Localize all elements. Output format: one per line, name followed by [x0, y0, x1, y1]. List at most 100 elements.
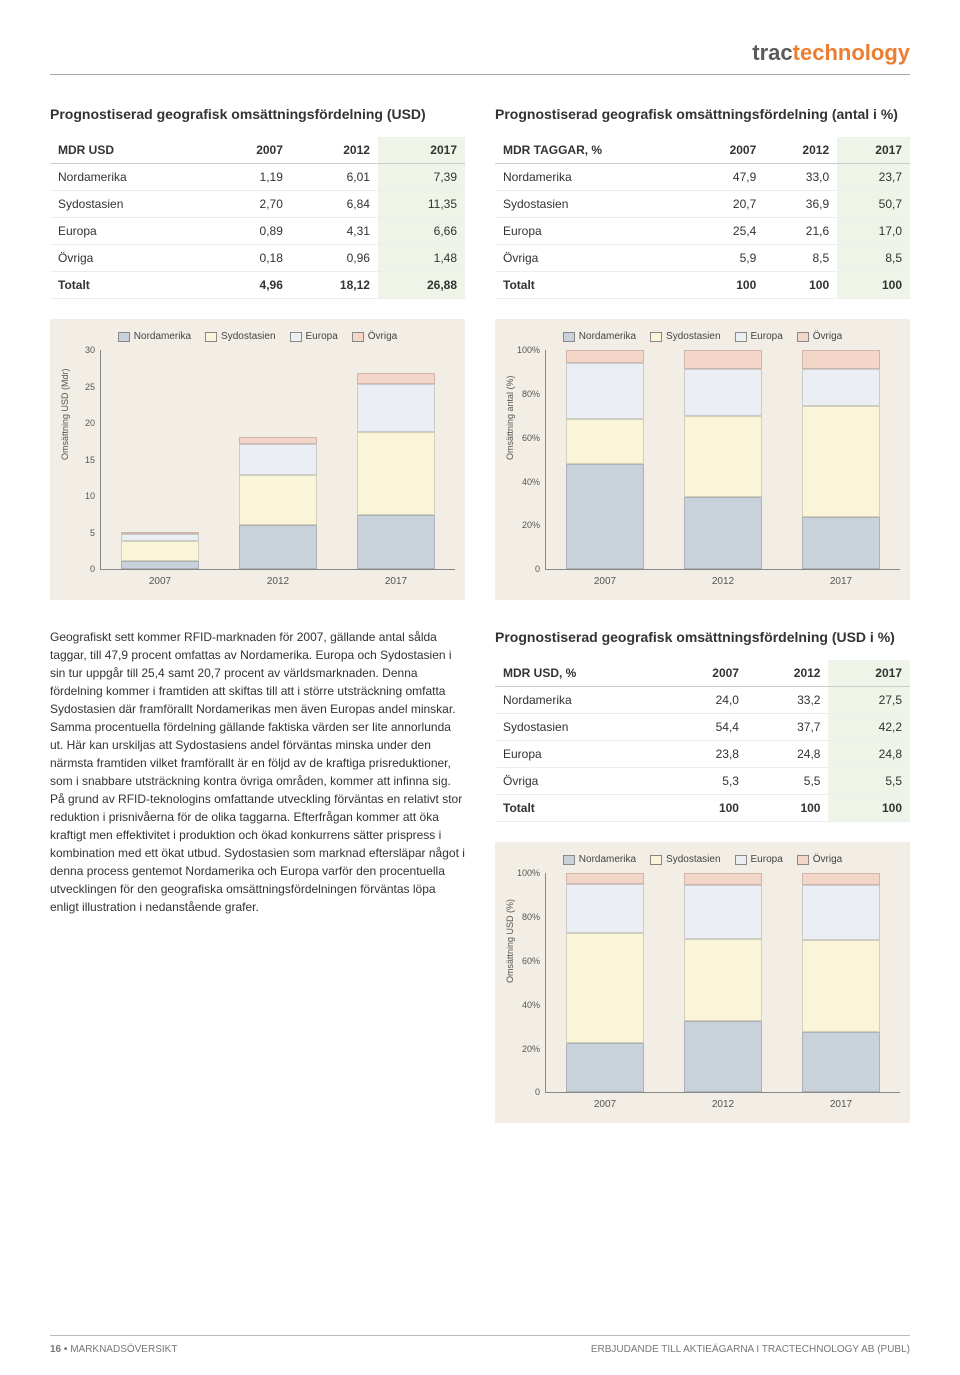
legend-label: Nordamerika — [579, 854, 636, 865]
cell: 24,8 — [828, 741, 910, 768]
table-row: Nordamerika24,033,227,5 — [495, 687, 910, 714]
cell: 0,18 — [210, 245, 291, 272]
x-tick-label: 2017 — [802, 576, 880, 587]
bar-segment — [684, 885, 762, 939]
table2: MDR TAGGAR, %200720122017Nordamerika47,9… — [495, 137, 910, 299]
cell: 24,8 — [747, 741, 828, 768]
bar-segment — [357, 373, 435, 384]
y-tick: 0 — [508, 564, 540, 574]
cell: Sydostasien — [50, 191, 210, 218]
table2-col: Prognostiserad geografisk omsättningsför… — [495, 105, 910, 299]
y-axis-label: Omsättning antal (%) — [505, 375, 515, 460]
x-tick-label: 2012 — [684, 1099, 762, 1110]
footer-right: ERBJUDANDE TILL AKTIEÄGARNA I TRACTECHNO… — [591, 1344, 910, 1355]
y-tick: 60% — [508, 433, 540, 443]
charts-row-1: NordamerikaSydostasienEuropaÖvrigaOmsätt… — [50, 299, 910, 600]
chart2-col: NordamerikaSydostasienEuropaÖvrigaOmsätt… — [495, 299, 910, 600]
legend-item: Europa — [735, 854, 783, 865]
brand-logo: tractechnology — [50, 40, 910, 66]
y-tick: 30 — [63, 345, 95, 355]
cell: 37,7 — [747, 714, 828, 741]
bar-segment — [802, 517, 880, 569]
table-row: Övriga0,180,961,48 — [50, 245, 465, 272]
table-row: Sydostasien20,736,950,7 — [495, 191, 910, 218]
bar-segment — [684, 416, 762, 497]
cell: 25,4 — [691, 218, 764, 245]
chart-area: Omsättning USD (%)020%40%60%80%100%20072… — [545, 873, 900, 1093]
legend-item: Övriga — [352, 331, 397, 342]
legend-swatch — [205, 332, 217, 342]
bar-segment — [802, 350, 880, 369]
cell: 8,5 — [764, 245, 837, 272]
cell: Nordamerika — [50, 164, 210, 191]
total-cell: Totalt — [495, 795, 666, 822]
legend-swatch — [290, 332, 302, 342]
col-header: 2012 — [747, 660, 828, 687]
bottom-row: Geografiskt sett kommer RFID-marknaden f… — [50, 600, 910, 1123]
y-tick: 20 — [63, 418, 95, 428]
cell: Nordamerika — [495, 164, 691, 191]
cell: 11,35 — [378, 191, 465, 218]
col-header: MDR USD, % — [495, 660, 666, 687]
cell: 33,0 — [764, 164, 837, 191]
cell: 47,9 — [691, 164, 764, 191]
table-row: Nordamerika1,196,017,39 — [50, 164, 465, 191]
cell: 0,89 — [210, 218, 291, 245]
legend-label: Europa — [751, 854, 783, 865]
table-row: Europa0,894,316,66 — [50, 218, 465, 245]
y-tick: 20% — [508, 1044, 540, 1054]
bar-segment — [802, 369, 880, 406]
cell: 2,70 — [210, 191, 291, 218]
total-cell: 100 — [747, 795, 828, 822]
cell: 1,48 — [378, 245, 465, 272]
col-header: 2007 — [210, 137, 291, 164]
bar-segment — [566, 884, 644, 933]
y-tick: 10 — [63, 491, 95, 501]
legend-swatch — [735, 332, 747, 342]
bar-segment — [566, 873, 644, 884]
header-rule — [50, 74, 910, 75]
bar-column: 2017 — [802, 873, 880, 1092]
bar-column: 2017 — [802, 350, 880, 569]
bar-segment — [802, 885, 880, 939]
legend-item: Sydostasien — [650, 331, 720, 342]
total-row: Totalt4,9618,1226,88 — [50, 272, 465, 299]
bar-segment — [684, 1021, 762, 1093]
y-tick: 5 — [63, 528, 95, 538]
legend-item: Nordamerika — [563, 854, 636, 865]
total-cell: 100 — [828, 795, 910, 822]
cell: 33,2 — [747, 687, 828, 714]
top-tables-row: Prognostiserad geografisk omsättningsför… — [50, 105, 910, 299]
bar-segment — [239, 444, 317, 475]
cell: Europa — [50, 218, 210, 245]
table-row: Europa23,824,824,8 — [495, 741, 910, 768]
table1-title: Prognostiserad geografisk omsättningsför… — [50, 105, 465, 123]
bars-container: 200720122017 — [546, 873, 900, 1092]
bar-segment — [121, 561, 199, 570]
cell: Europa — [495, 741, 666, 768]
y-tick: 0 — [508, 1087, 540, 1097]
bar-segment — [684, 873, 762, 885]
bar-segment — [566, 419, 644, 464]
col-header: 2017 — [828, 660, 910, 687]
legend-swatch — [797, 332, 809, 342]
y-tick: 60% — [508, 956, 540, 966]
total-row: Totalt100100100 — [495, 272, 910, 299]
cell: 6,01 — [291, 164, 378, 191]
col-header: 2017 — [837, 137, 910, 164]
cell: 42,2 — [828, 714, 910, 741]
legend-swatch — [650, 332, 662, 342]
table-row: Övriga5,35,55,5 — [495, 768, 910, 795]
cell: Sydostasien — [495, 191, 691, 218]
bar-segment — [566, 350, 644, 363]
x-tick-label: 2007 — [121, 576, 199, 587]
col-header: 2012 — [291, 137, 378, 164]
cell: 20,7 — [691, 191, 764, 218]
y-tick: 25 — [63, 382, 95, 392]
bar-column: 2012 — [239, 350, 317, 569]
col-header: 2012 — [764, 137, 837, 164]
legend-swatch — [735, 855, 747, 865]
bar-column: 2007 — [566, 350, 644, 569]
table-row: Europa25,421,617,0 — [495, 218, 910, 245]
table-row: Nordamerika47,933,023,7 — [495, 164, 910, 191]
